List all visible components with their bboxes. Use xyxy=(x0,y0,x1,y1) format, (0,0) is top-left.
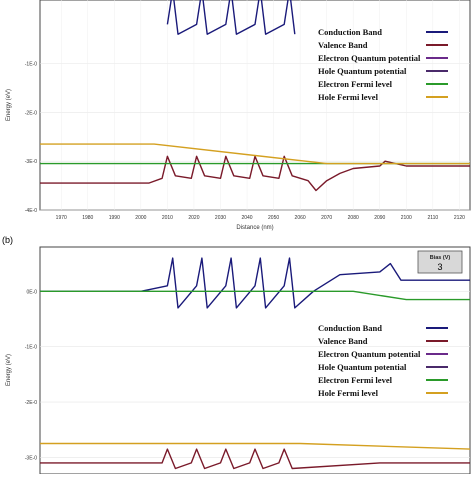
x-tick-label: 2070 xyxy=(321,215,332,221)
y-tick-label: -3E-0 xyxy=(25,455,37,461)
series-hole-fermi-level xyxy=(40,143,470,165)
panel-a-frame xyxy=(39,0,471,211)
x-tick-label: 2060 xyxy=(295,215,306,221)
series-valence-band xyxy=(40,155,470,192)
x-tick-label: 1980 xyxy=(82,215,93,221)
legend-label: Valence Band xyxy=(318,40,368,50)
x-tick-label: 2080 xyxy=(348,215,359,221)
y-tick-label: -4E-0 xyxy=(25,208,37,214)
panel-b: Energy (eV) 0E-0 -1E-0 -2E-0 -3E-0 Conducti… xyxy=(6,246,471,475)
panel-a-xlabel: Distance (nm) xyxy=(236,225,273,231)
series-electron-fermi-level xyxy=(40,290,470,301)
series-hole-fermi-level xyxy=(40,442,471,450)
bias-box: Bias (V) 3 xyxy=(417,250,463,274)
bias-box-frame xyxy=(417,250,463,274)
x-tick-label: 2050 xyxy=(268,215,279,221)
x-tick-label: 2030 xyxy=(215,215,226,221)
x-tick-label: 2040 xyxy=(241,215,252,221)
panel-b-legend: Conduction Band Valence Band Electron Quan… xyxy=(318,323,448,398)
y-tick-label: -1E-0 xyxy=(25,345,37,351)
panel-b-y-ticks: 0E-0 -1E-0 -2E-0 -3E-0 xyxy=(25,289,37,461)
x-tick-label: 2120 xyxy=(454,215,465,221)
legend-label: Hole Quantum potential xyxy=(318,66,407,76)
x-tick-label: 2100 xyxy=(401,215,412,221)
y-tick-label: -2E-0 xyxy=(25,400,37,406)
x-tick-label: 1970 xyxy=(56,215,67,221)
panel-b-series xyxy=(40,257,471,470)
legend-label: Electron Fermi level xyxy=(318,375,393,385)
legend-label: Hole Quantum potential xyxy=(318,362,407,372)
x-tick-label: 2000 xyxy=(135,215,146,221)
x-tick-label: 2110 xyxy=(427,215,438,221)
legend-label: Electron Quantum potential xyxy=(318,349,421,359)
series-conduction-band xyxy=(166,0,296,35)
legend-label: Hole Fermi level xyxy=(318,388,379,398)
bias-box-value: 3 xyxy=(437,262,442,272)
x-tick-label: 2020 xyxy=(188,215,199,221)
bias-box-label: Bias (V) xyxy=(430,255,451,261)
panel-a: Energy (eV) Distance (nm) -1E-0 -2E-0 -3E-… xyxy=(6,0,471,231)
y-tick-label: -2E-0 xyxy=(25,110,37,116)
legend-label: Conduction Band xyxy=(318,27,382,37)
y-tick-label: 0E-0 xyxy=(26,289,37,295)
x-tick-label: 2090 xyxy=(374,215,385,221)
legend-label: Conduction Band xyxy=(318,323,382,333)
legend-label: Electron Fermi level xyxy=(318,79,393,89)
legend-label: Valence Band xyxy=(318,336,368,346)
panel-b-ylabel: Energy (eV) xyxy=(6,354,12,386)
panel-a-y-ticks: -1E-0 -2E-0 -3E-0 -4E-0 xyxy=(25,61,37,214)
panel-b-frame xyxy=(39,246,471,475)
panel-a-series xyxy=(40,0,470,192)
legend-label: Electron Quantum potential xyxy=(318,53,421,63)
x-tick-label: 2010 xyxy=(162,215,173,221)
y-tick-label: -1E-0 xyxy=(25,61,37,67)
legend-label: Hole Fermi level xyxy=(318,92,379,102)
panel-b-label: (b) xyxy=(2,235,13,245)
panel-a-legend: Conduction Band Valence Band Electron Quan… xyxy=(318,27,448,102)
panel-a-x-ticks: 1970 1980 1990 2000 2010 2020 2030 2040 2050 2060… xyxy=(56,215,465,221)
series-valence-band xyxy=(40,448,470,470)
x-tick-label: 1990 xyxy=(109,215,120,221)
panel-a-grid xyxy=(40,0,470,211)
panel-a-ylabel: Energy (eV) xyxy=(6,89,12,121)
y-tick-label: -3E-0 xyxy=(25,159,37,165)
